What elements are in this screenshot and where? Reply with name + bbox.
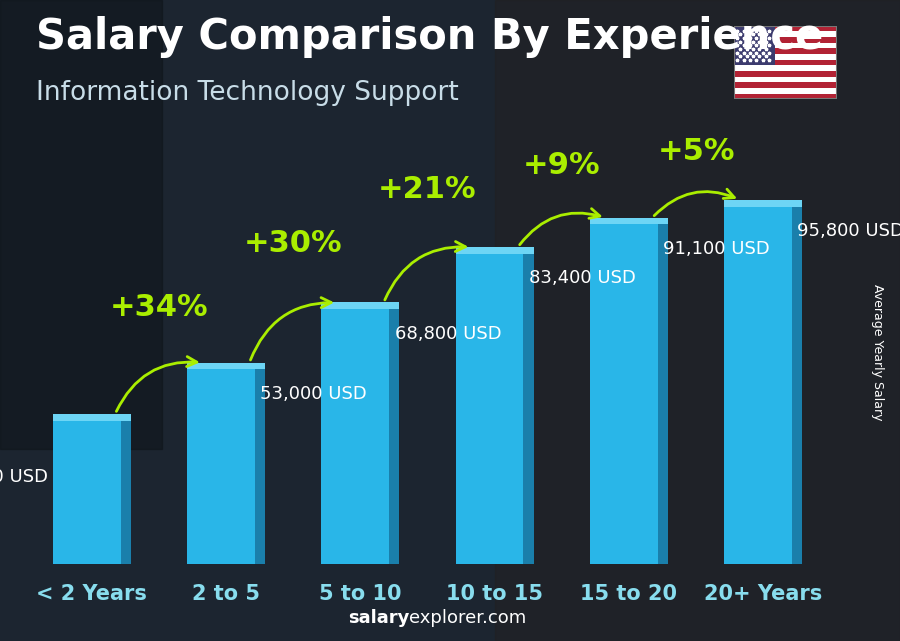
Bar: [734, 94, 837, 99]
Bar: [734, 60, 837, 65]
Text: +5%: +5%: [657, 137, 734, 166]
Text: 15 to 20: 15 to 20: [580, 585, 678, 604]
Bar: [734, 82, 837, 88]
Bar: [734, 48, 837, 54]
Bar: [734, 54, 837, 60]
Bar: [389, 303, 400, 564]
FancyArrowPatch shape: [385, 242, 465, 300]
Text: +9%: +9%: [523, 151, 600, 179]
Bar: [734, 37, 837, 43]
FancyArrowPatch shape: [250, 297, 331, 360]
Text: 20+ Years: 20+ Years: [704, 585, 823, 604]
Text: explorer.com: explorer.com: [410, 609, 526, 627]
Text: 5 to 10: 5 to 10: [320, 585, 401, 604]
Bar: [53, 414, 121, 564]
Bar: [53, 414, 130, 420]
Bar: [590, 218, 658, 564]
Bar: [121, 414, 130, 564]
Bar: [734, 88, 837, 94]
Bar: [734, 65, 837, 71]
Bar: [524, 247, 534, 564]
Text: 95,800 USD: 95,800 USD: [797, 222, 900, 240]
Text: +30%: +30%: [244, 229, 343, 258]
Text: 91,100 USD: 91,100 USD: [663, 240, 770, 258]
Bar: [734, 26, 837, 31]
Bar: [321, 303, 400, 309]
Text: 2 to 5: 2 to 5: [192, 585, 260, 604]
Text: salary: salary: [348, 609, 410, 627]
Text: +34%: +34%: [110, 293, 208, 322]
Text: 10 to 15: 10 to 15: [446, 585, 543, 604]
Bar: [321, 303, 389, 564]
Text: 53,000 USD: 53,000 USD: [260, 385, 367, 403]
Bar: [0, 0, 162, 449]
Bar: [455, 247, 524, 564]
Text: 39,500 USD: 39,500 USD: [0, 468, 48, 486]
Text: Average Yearly Salary: Average Yearly Salary: [871, 285, 884, 420]
Bar: [455, 247, 534, 254]
Bar: [734, 77, 837, 82]
Bar: [734, 26, 775, 65]
Text: < 2 Years: < 2 Years: [36, 585, 148, 604]
Bar: [590, 218, 668, 224]
Text: Information Technology Support: Information Technology Support: [36, 80, 459, 106]
Text: 83,400 USD: 83,400 USD: [529, 269, 635, 287]
Bar: [734, 43, 837, 48]
Text: +21%: +21%: [378, 176, 477, 204]
Bar: [187, 363, 265, 369]
Text: 68,800 USD: 68,800 USD: [394, 325, 501, 343]
Bar: [495, 0, 900, 641]
Text: Salary Comparison By Experience: Salary Comparison By Experience: [36, 16, 824, 58]
FancyArrowPatch shape: [654, 189, 734, 215]
Bar: [187, 363, 255, 564]
Bar: [255, 363, 265, 564]
Bar: [734, 71, 837, 77]
FancyArrowPatch shape: [519, 209, 600, 245]
Bar: [724, 200, 792, 564]
Bar: [792, 200, 802, 564]
Bar: [734, 31, 837, 37]
Bar: [658, 218, 668, 564]
Bar: [724, 200, 802, 206]
FancyArrowPatch shape: [116, 356, 197, 412]
